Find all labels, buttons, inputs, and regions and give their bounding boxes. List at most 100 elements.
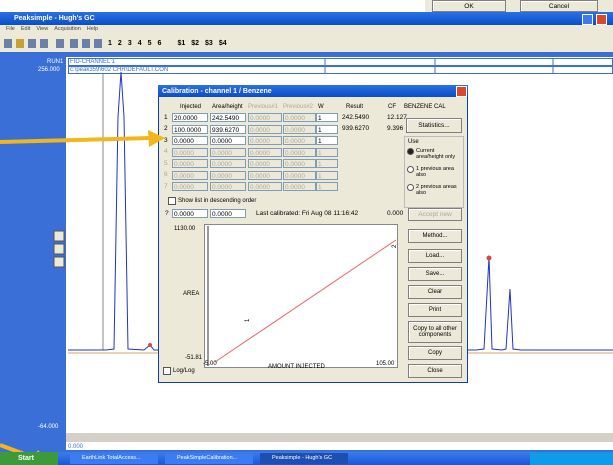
table-cell[interactable]: 0.0000 [283, 113, 316, 122]
table-cell[interactable]: 0.0000 [283, 182, 316, 191]
table-cell[interactable]: 0.0000 [210, 170, 246, 180]
dialog-button[interactable]: Method... [408, 229, 462, 243]
loglog-label: Log/Log [173, 368, 195, 374]
x-start-label: 0.000 [68, 444, 84, 450]
dialog-button[interactable]: Clear [408, 285, 462, 299]
run-label: RUN1 [47, 59, 64, 65]
table-cell[interactable]: 1 [316, 159, 338, 168]
cancel-button[interactable]: Cancel [520, 0, 598, 12]
table-cell[interactable]: 0.0000 [172, 182, 208, 191]
new-area[interactable]: 0.0000 [210, 209, 246, 218]
accept-new-button[interactable]: Accept new [408, 208, 462, 221]
menu-item[interactable]: Help [86, 26, 99, 32]
checkbox[interactable] [168, 197, 176, 205]
toolbar-number[interactable]: 3 [127, 40, 132, 47]
checkbox[interactable] [163, 367, 171, 375]
dialog-button[interactable]: Save... [408, 267, 462, 281]
plot-y-min: -51.81 [185, 355, 203, 361]
table-cell[interactable]: 0.0000 [210, 182, 246, 191]
toolbar-number[interactable]: 5 [147, 40, 152, 47]
table-cell[interactable]: 0.0000 [248, 124, 282, 134]
menu-item[interactable]: File [6, 26, 15, 32]
toolbar-number[interactable]: 1 [108, 40, 112, 47]
menu-item[interactable]: View [36, 26, 49, 32]
table-cell[interactable]: 939.6270 [210, 124, 246, 134]
row-number: 4 [164, 148, 168, 155]
table-cell[interactable]: 0.0000 [283, 147, 316, 157]
table-cell[interactable]: 0.0000 [248, 170, 282, 180]
close-button[interactable] [596, 14, 607, 25]
dialog-title-bar [158, 85, 468, 97]
table-cell[interactable]: 20.0000 [172, 113, 208, 122]
table-cell[interactable]: 100.0000 [172, 124, 208, 134]
y-max-label: 256.000 [38, 67, 60, 73]
table-cell[interactable]: 0.0000 [248, 147, 282, 157]
taskbar-item[interactable]: Peaksimple - Hugh's GC [260, 453, 348, 464]
table-cell[interactable]: 0.0000 [248, 159, 282, 168]
use-label: Use [408, 139, 419, 145]
dialog-button[interactable]: Close [408, 364, 462, 378]
table-cell[interactable]: 0.0000 [283, 159, 316, 168]
toolbar-number[interactable]: 6 [157, 40, 162, 47]
table-cell[interactable]: 0.0000 [172, 159, 208, 168]
table-cell[interactable]: 0.0000 [210, 136, 246, 145]
toolbar-s[interactable]: $2 [191, 40, 200, 47]
dialog-button[interactable]: Copy [408, 346, 462, 360]
table-cell[interactable]: 0.0000 [248, 182, 282, 191]
menu: File Edit View Acquisition Help [6, 26, 99, 33]
toolbar-s[interactable]: $3 [205, 40, 213, 47]
taskbar-item[interactable]: PeakSimpleCalibration... [165, 453, 253, 464]
statistics-button[interactable]: Statistics... [406, 118, 462, 133]
table-cell[interactable]: 0.0000 [172, 147, 208, 157]
dialog-close[interactable] [456, 86, 467, 97]
dialog-button[interactable]: Load... [408, 249, 462, 263]
toolbar-s[interactable]: $4 [218, 40, 227, 47]
file-label: c:\peak359\602 CHR\DEFAULT.CON [70, 67, 169, 73]
row-number: 6 [164, 171, 168, 178]
new-injected[interactable]: 0.0000 [172, 209, 208, 218]
radio[interactable] [407, 184, 414, 191]
zoom-tools[interactable] [53, 230, 65, 270]
dialog-button[interactable]: Print [408, 303, 462, 317]
column-header: Previous#2 [283, 104, 314, 110]
new-result: 0.000 [387, 210, 404, 217]
table-cell[interactable]: 1 [316, 136, 338, 145]
use-option: 2 previous areas also [416, 184, 457, 197]
table-cell[interactable]: 0.0000 [172, 170, 208, 180]
radio[interactable] [407, 148, 414, 155]
annotation-arrows [0, 130, 165, 465]
maximize-button[interactable] [582, 14, 593, 25]
ok-button[interactable]: OK [432, 0, 506, 12]
table-cell[interactable]: 242.5490 [210, 113, 246, 122]
descending-label: Show list in descending order [178, 198, 257, 204]
table-cell[interactable]: 0.0000 [172, 136, 208, 145]
table-cell[interactable]: 0.0000 [283, 124, 316, 134]
table-cell[interactable]: 0.0000 [210, 147, 246, 157]
column-header: Result [346, 104, 364, 110]
title-bar [0, 12, 613, 25]
radio[interactable] [407, 166, 414, 173]
row-number: 7 [164, 182, 168, 190]
table-cell[interactable]: 1 [316, 170, 338, 180]
toolbar-number[interactable]: 4 [137, 40, 142, 47]
table-cell[interactable]: 1 [316, 124, 338, 134]
table-cell[interactable]: 1 [316, 113, 338, 122]
start-button[interactable]: Start [0, 452, 58, 465]
toolbar-number[interactable]: 2 [117, 40, 122, 47]
table-cell[interactable]: 1 [316, 147, 338, 157]
column-header: CF [388, 104, 396, 110]
taskbar-item[interactable]: EarthLink TotalAccess... [70, 453, 158, 464]
table-cell[interactable]: 0.0000 [248, 136, 282, 145]
scrollbar[interactable] [66, 433, 613, 442]
table-cell[interactable]: 0.0000 [248, 113, 282, 122]
menu-item[interactable]: Edit [20, 26, 31, 32]
table-cell[interactable]: 0.0000 [210, 159, 246, 168]
toolbar-s[interactable]: $1 [177, 40, 186, 47]
table-cell[interactable]: 0.0000 [283, 170, 316, 180]
dialog-button[interactable]: Copy to all other components [408, 321, 462, 343]
table-cell[interactable]: 1 [316, 182, 338, 191]
row-number: 3 [164, 136, 168, 144]
plot-y-max: 1130.00 [174, 226, 196, 232]
table-cell[interactable]: 0.0000 [283, 136, 316, 145]
menu-item[interactable]: Acquisition [54, 26, 81, 32]
